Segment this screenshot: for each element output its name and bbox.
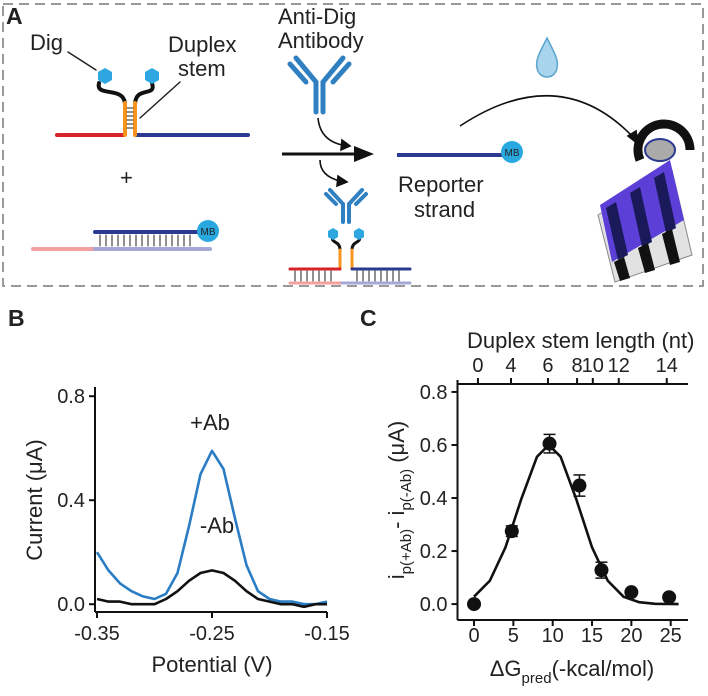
x2-tick-label: 6 — [542, 355, 553, 377]
antibody-complex — [288, 188, 412, 285]
data-point — [662, 590, 677, 605]
data-point — [467, 597, 482, 612]
duplex-label: Duplex — [168, 32, 236, 57]
electrode — [597, 119, 695, 283]
y-axis-label: ip(+Ab)- ip(-Ab) (μA) — [384, 421, 415, 579]
y-tick-label: 0.0 — [57, 594, 85, 616]
x-tick-label: -0.25 — [189, 623, 235, 645]
y-tick-label: 0.8 — [57, 386, 85, 408]
fit-line — [473, 443, 679, 606]
y-axis-label: Current (μA) — [22, 439, 47, 560]
x-axis-label: ΔGpred(-kcal/mol) — [490, 656, 655, 687]
antibody-label: Antibody — [278, 28, 364, 53]
x-axis-label-part: pred — [522, 670, 552, 687]
drop — [535, 36, 559, 78]
panel-a: A Dig Duplex stem Anti-Dig Antibody + Re… — [2, 3, 704, 287]
y-tick-label: 0.2 — [420, 541, 448, 563]
x-tick-label: 15 — [581, 625, 603, 647]
y-axis-label-part: - i — [384, 511, 409, 529]
plus-sign: + — [120, 165, 133, 190]
x-tick-label: 0 — [468, 625, 479, 647]
methylene-blue — [501, 141, 523, 163]
x-axis-label: Potential (V) — [151, 652, 272, 677]
antibody — [287, 55, 352, 115]
y-tick-label: 0.8 — [420, 382, 448, 404]
data-point — [504, 524, 519, 539]
data-line — [95, 449, 328, 606]
x-tick-label: 5 — [508, 625, 519, 647]
panel-label: A — [6, 3, 23, 29]
y-tick-label: 0.0 — [420, 594, 448, 616]
duplex-label: stem — [178, 56, 226, 81]
reporter-duplex — [31, 220, 219, 251]
arrows — [282, 94, 640, 188]
data-point — [542, 436, 557, 451]
x-tick-label: -0.15 — [304, 623, 350, 645]
dig-label: Dig — [30, 30, 63, 55]
x-tick-label: -0.35 — [74, 623, 120, 645]
y-axis-label-part: i — [384, 574, 409, 579]
x2-axis-label: Duplex stem length (nt) — [467, 328, 694, 353]
data-point — [572, 478, 587, 493]
panel-frame — [2, 3, 704, 287]
y-axis-label-part: p(+Ab) — [398, 529, 415, 574]
duplex-probe — [55, 51, 250, 137]
y-tick-label: 0.4 — [420, 488, 448, 510]
x-axis-label-part: (-kcal/mol) — [552, 656, 655, 681]
x2-tick-label: 12 — [608, 355, 630, 377]
x2-tick-label: 8 — [572, 355, 583, 377]
panel-label: B — [8, 305, 25, 331]
y-tick-label: 0.4 — [57, 490, 85, 512]
panel-label: C — [360, 305, 377, 331]
x-tick-label: 20 — [620, 625, 642, 647]
x-tick-label: 25 — [660, 625, 682, 647]
x2-tick-label: 14 — [656, 355, 678, 377]
x2-tick-label: 10 — [582, 355, 604, 377]
mb-label: MB — [201, 227, 216, 238]
y-tick-label: 0.6 — [420, 435, 448, 457]
mb-label: MB — [505, 148, 520, 159]
reporter-label: strand — [414, 197, 475, 222]
antibody-label: Anti-Dig — [278, 4, 356, 29]
y-axis-label-part: (μA) — [384, 421, 409, 469]
series-label: -Ab — [200, 513, 234, 538]
x2-tick-label: 0 — [472, 355, 483, 377]
data-point — [624, 585, 639, 600]
x-axis-label-part: ΔG — [490, 656, 522, 681]
x-tick-label: 10 — [542, 625, 564, 647]
y-axis-label-part: p(-Ab) — [398, 469, 415, 511]
x2-tick-label: 4 — [505, 355, 516, 377]
data-line — [96, 569, 327, 609]
series-label: +Ab — [190, 410, 230, 435]
data-point — [594, 563, 609, 578]
reporter-label: Reporter — [398, 172, 484, 197]
charts: B 0.0 0.4 0.8 -0.35 -0.25 -0.15 Potential (V) Cu… — [8, 305, 694, 687]
